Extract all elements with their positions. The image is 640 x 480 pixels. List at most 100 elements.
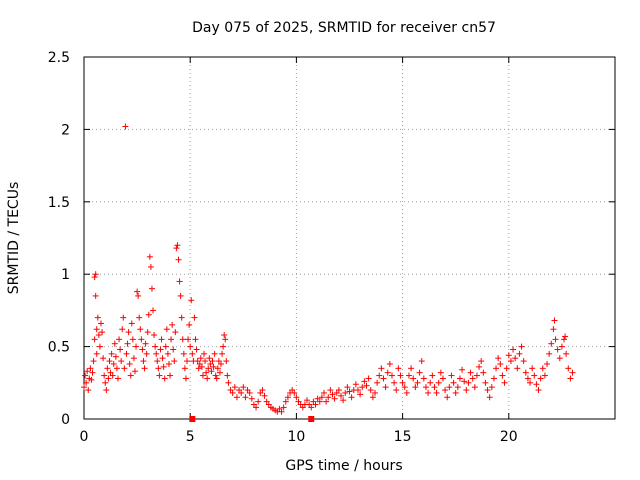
data-point [331, 395, 338, 402]
data-point [312, 401, 319, 408]
data-point [380, 375, 387, 382]
data-point [335, 387, 342, 394]
data-point [429, 372, 436, 379]
data-point [229, 389, 236, 396]
data-point [431, 384, 438, 391]
data-point [425, 389, 432, 396]
data-point [212, 372, 219, 379]
data-point [109, 372, 116, 379]
data-point [225, 379, 232, 386]
data-point [556, 355, 563, 362]
data-point [191, 314, 198, 321]
data-point [371, 389, 378, 396]
data-point [444, 394, 451, 401]
data-point [195, 365, 202, 372]
data-point [308, 404, 315, 411]
data-point [456, 375, 463, 382]
data-point [437, 369, 444, 376]
data-point [206, 355, 213, 362]
data-point [448, 372, 455, 379]
data-point [112, 353, 119, 360]
data-point [507, 358, 514, 365]
data-point [162, 343, 169, 350]
data-point [126, 360, 133, 367]
data-point [318, 394, 325, 401]
data-point [433, 389, 440, 396]
data-point [137, 326, 144, 333]
data-point [427, 379, 434, 386]
data-point [374, 379, 381, 386]
data-point [172, 329, 179, 336]
data-point [469, 375, 476, 382]
data-point [446, 384, 453, 391]
data-point [136, 314, 143, 321]
data-point [520, 358, 527, 365]
data-point [84, 368, 91, 375]
data-point [211, 350, 218, 357]
data-point [512, 355, 519, 362]
data-point [282, 398, 289, 405]
y-tick-label: 2.5 [48, 50, 70, 66]
data-point [197, 355, 204, 362]
data-point [101, 372, 108, 379]
data-point [410, 375, 417, 382]
data-point [482, 379, 489, 386]
data-point [189, 350, 196, 357]
data-point [181, 365, 188, 372]
data-point [174, 242, 181, 249]
data-point [145, 311, 152, 318]
data-point [147, 263, 154, 270]
data-point [182, 375, 189, 382]
special-marker [308, 416, 315, 422]
data-point [96, 343, 103, 350]
x-tick-label: 10 [287, 429, 305, 445]
data-point [567, 375, 574, 382]
data-point [484, 387, 491, 394]
data-point [246, 389, 253, 396]
data-point [155, 365, 162, 372]
data-point [171, 358, 178, 365]
data-point [344, 384, 351, 391]
data-point [488, 384, 495, 391]
data-point [242, 394, 249, 401]
data-point [97, 320, 104, 327]
data-point [203, 369, 210, 376]
data-point [128, 320, 135, 327]
data-point [224, 372, 231, 379]
data-point [259, 387, 266, 394]
data-point [124, 340, 131, 347]
data-point [141, 365, 148, 372]
data-point [384, 369, 391, 376]
data-point [518, 343, 525, 350]
data-point [550, 326, 557, 333]
data-point [552, 336, 559, 343]
data-point [361, 378, 368, 385]
data-point [219, 350, 226, 357]
data-point [357, 391, 364, 398]
data-point [291, 389, 298, 396]
data-point [153, 350, 160, 357]
data-point [110, 360, 117, 367]
data-point [401, 384, 408, 391]
data-point [151, 332, 158, 339]
data-point [127, 372, 134, 379]
data-point [108, 350, 115, 357]
data-point [91, 274, 98, 281]
data-point [393, 387, 400, 394]
data-point [363, 382, 370, 389]
data-point [121, 365, 128, 372]
data-point [89, 369, 96, 376]
data-point [346, 388, 353, 395]
data-point [117, 346, 124, 353]
data-point [185, 336, 192, 343]
data-point [563, 350, 570, 357]
data-point [505, 352, 512, 359]
data-point [325, 394, 332, 401]
data-point [114, 375, 121, 382]
data-point [412, 384, 419, 391]
data-point [146, 253, 153, 260]
data-point [198, 363, 205, 370]
data-point [142, 340, 149, 347]
data-point [497, 360, 504, 367]
